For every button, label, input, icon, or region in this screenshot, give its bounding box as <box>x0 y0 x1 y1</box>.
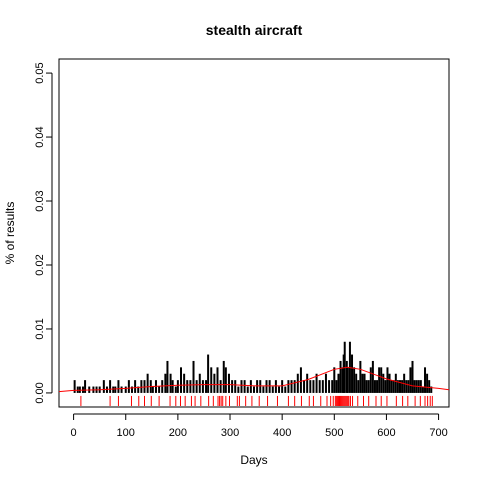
x-tick-label: 100 <box>117 427 135 439</box>
y-tick-label: 0.01 <box>34 318 46 339</box>
y-tick-label: 0.02 <box>34 254 46 275</box>
chart-title: stealth aircraft <box>206 22 303 38</box>
rug-group <box>80 395 433 406</box>
smooth-line <box>58 366 450 393</box>
x-tick-label: 600 <box>377 427 395 439</box>
x-tick-label: 500 <box>325 427 343 439</box>
y-axis: 0.00 0.01 0.02 0.03 0.04 0.05 <box>34 62 53 404</box>
x-tick-label: 0 <box>71 427 77 439</box>
x-axis-label: Days <box>240 453 267 467</box>
x-tick-label: 700 <box>429 427 447 439</box>
y-tick-label: 0.00 <box>34 382 46 403</box>
x-tick-label: 400 <box>273 427 291 439</box>
y-tick-label: 0.03 <box>34 190 46 211</box>
y-tick-label: 0.05 <box>34 62 46 83</box>
y-tick-label: 0.04 <box>34 126 46 147</box>
x-tick-label: 300 <box>221 427 239 439</box>
x-axis: 0 100 200 300 400 500 600 700 <box>71 413 448 439</box>
y-axis-label: % of results <box>3 202 17 265</box>
plot-frame <box>58 58 450 408</box>
x-tick-label: 200 <box>169 427 187 439</box>
